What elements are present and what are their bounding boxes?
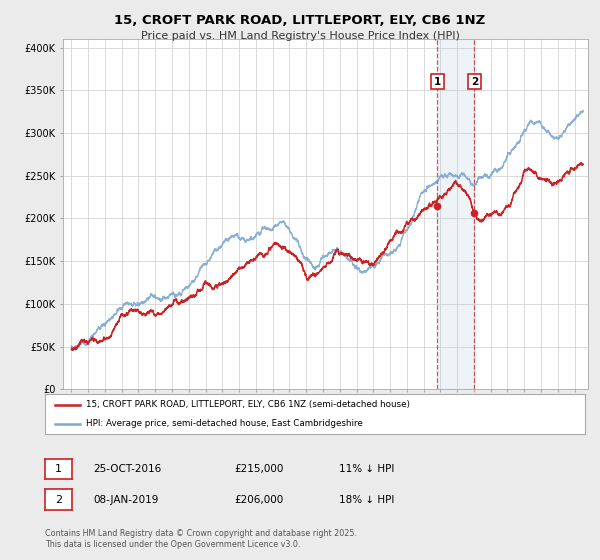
Text: 08-JAN-2019: 08-JAN-2019 bbox=[93, 494, 158, 505]
Text: 11% ↓ HPI: 11% ↓ HPI bbox=[339, 464, 394, 474]
Bar bbox=[437, 39, 475, 389]
Text: 15, CROFT PARK ROAD, LITTLEPORT, ELY, CB6 1NZ (semi-detached house): 15, CROFT PARK ROAD, LITTLEPORT, ELY, CB… bbox=[86, 400, 409, 409]
Text: HPI: Average price, semi-detached house, East Cambridgeshire: HPI: Average price, semi-detached house,… bbox=[86, 419, 362, 428]
Text: 1: 1 bbox=[55, 464, 62, 474]
Text: 15, CROFT PARK ROAD, LITTLEPORT, ELY, CB6 1NZ: 15, CROFT PARK ROAD, LITTLEPORT, ELY, CB… bbox=[115, 14, 485, 27]
Text: £206,000: £206,000 bbox=[234, 494, 283, 505]
Text: 2: 2 bbox=[55, 494, 62, 505]
Text: 1: 1 bbox=[434, 77, 441, 87]
Text: Contains HM Land Registry data © Crown copyright and database right 2025.
This d: Contains HM Land Registry data © Crown c… bbox=[45, 529, 357, 549]
Text: £215,000: £215,000 bbox=[234, 464, 283, 474]
Text: 25-OCT-2016: 25-OCT-2016 bbox=[93, 464, 161, 474]
Text: Price paid vs. HM Land Registry's House Price Index (HPI): Price paid vs. HM Land Registry's House … bbox=[140, 31, 460, 41]
Text: 2: 2 bbox=[471, 77, 478, 87]
Text: 18% ↓ HPI: 18% ↓ HPI bbox=[339, 494, 394, 505]
